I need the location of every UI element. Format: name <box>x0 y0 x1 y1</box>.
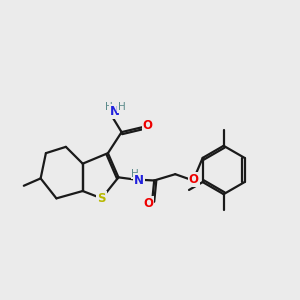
Text: H: H <box>118 102 126 112</box>
Text: S: S <box>98 192 106 205</box>
Text: O: O <box>143 197 153 210</box>
Text: O: O <box>189 173 199 186</box>
Text: H: H <box>105 102 113 112</box>
Text: H: H <box>131 169 139 178</box>
Text: N: N <box>134 174 144 187</box>
Text: O: O <box>142 119 152 132</box>
Text: N: N <box>110 105 120 119</box>
